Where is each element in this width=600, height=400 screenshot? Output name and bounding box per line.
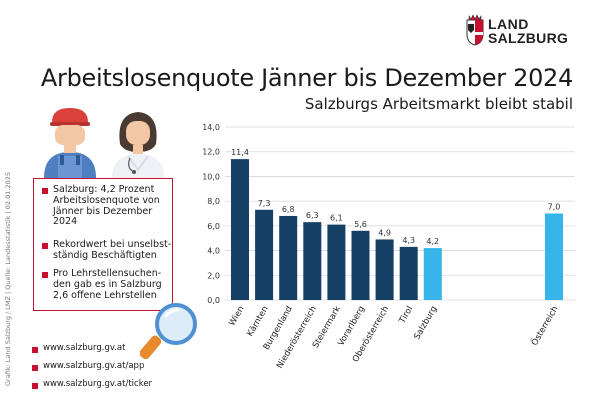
bar-oberösterreich	[375, 239, 394, 300]
x-tick-label: Wien	[227, 305, 246, 328]
link-app[interactable]: www.salzburg.gv.at/app	[43, 361, 145, 371]
y-tick-label: 12,0	[202, 148, 220, 157]
bar-steiermark	[327, 224, 346, 300]
value-label: 6,1	[330, 214, 343, 223]
fact-text-2: Rekordwert bei unselbst-ständig Beschäft…	[53, 239, 172, 261]
x-tick-label: Kärnten	[245, 305, 270, 339]
land-salzburg-logo: LAND SALZBURG	[466, 14, 576, 50]
doctor-icon	[112, 112, 164, 178]
value-label: 4,9	[378, 228, 391, 237]
bullet-square-icon	[32, 347, 38, 353]
y-tick-label: 2,0	[207, 271, 220, 280]
bullet-square-icon	[42, 243, 48, 249]
logo-line-salzburg: SALZBURG	[488, 30, 569, 46]
bullet-square-icon	[32, 365, 38, 371]
x-tick-label: Tirol	[397, 305, 415, 327]
mechanic-icon	[44, 108, 96, 178]
bar-vorarlberg	[351, 230, 370, 300]
bullet-square-icon	[42, 188, 48, 194]
value-label: 4,3	[402, 236, 415, 245]
bar-salzburg	[423, 248, 442, 300]
y-tick-label: 0,0	[207, 296, 220, 305]
logo-line-land: LAND	[488, 16, 529, 32]
fact-text-1: Salzburg: 4,2 Prozent Arbeitslosenquote …	[53, 184, 160, 228]
bar-kärnten	[255, 209, 274, 300]
link-ticker[interactable]: www.salzburg.gv.at/ticker	[43, 379, 153, 389]
y-tick-label: 10,0	[202, 172, 220, 181]
workers-illustration	[44, 108, 164, 178]
y-tick-label: 8,0	[207, 197, 220, 206]
chart-value-labels: 11,4 7,3 6,8 6,3 6,1 5,6 4,9 4,3 4,2 7,0	[231, 148, 560, 246]
value-label: 6,3	[306, 211, 319, 220]
bullet-square-icon	[42, 272, 48, 278]
value-label: 7,0	[548, 203, 561, 212]
bar-österreich	[545, 213, 563, 300]
page-subtitle: Salzburgs Arbeitsmarkt bleibt stabil	[304, 95, 573, 113]
value-label: 7,3	[258, 199, 271, 208]
page-title: Arbeitslosenquote Jänner bis Dezember 20…	[40, 64, 573, 92]
y-axis-ticks: 0,0 2,0 4,0 6,0 8,0 10,0 12,0 14,0	[202, 123, 220, 305]
value-label: 5,6	[354, 220, 367, 229]
magnifier-icon	[140, 303, 197, 360]
value-label: 11,4	[231, 148, 249, 157]
value-label: 6,8	[282, 205, 295, 214]
chart-bars	[231, 159, 563, 300]
bar-tirol	[399, 246, 418, 300]
x-tick-label: Salzburg	[412, 305, 439, 342]
y-tick-label: 6,0	[207, 222, 220, 231]
value-label: 4,2	[426, 237, 439, 246]
salzburg-crest-icon	[466, 14, 484, 46]
key-facts-box: Salzburg: 4,2 Prozent Arbeitslosenquote …	[33, 178, 173, 311]
bullet-square-icon	[32, 383, 38, 389]
link-website[interactable]: www.salzburg.gv.at	[43, 343, 126, 353]
bar-niederösterreich	[303, 222, 322, 300]
x-tick-label: Österreich	[529, 304, 561, 348]
bar-burgenland	[279, 215, 298, 300]
y-tick-label: 4,0	[207, 247, 220, 256]
x-axis-labels: WienKärntenBurgenlandNiederösterreichSte…	[227, 304, 560, 370]
fact-text-3: Pro Lehrstellensuchen-den gab es in Salz…	[53, 268, 162, 301]
bar-wien	[231, 159, 249, 300]
y-tick-label: 14,0	[202, 123, 220, 132]
